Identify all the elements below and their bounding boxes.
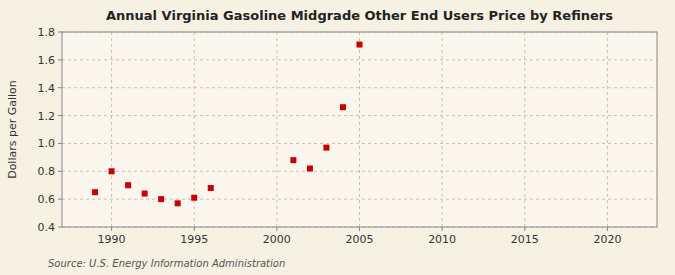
y-tick-label: 1.6 bbox=[38, 54, 56, 67]
grid bbox=[62, 32, 657, 227]
y-tick-label: 1.4 bbox=[38, 82, 56, 95]
y-tick-label: 0.6 bbox=[38, 193, 56, 206]
x-tick bbox=[111, 227, 112, 231]
y-tick bbox=[58, 227, 62, 228]
point bbox=[208, 185, 214, 191]
point bbox=[340, 104, 346, 110]
x-tick bbox=[524, 227, 525, 231]
point bbox=[307, 166, 313, 172]
x-tick-label: 1995 bbox=[180, 233, 208, 246]
y-tick bbox=[58, 199, 62, 200]
plot-area bbox=[62, 32, 657, 227]
point bbox=[191, 195, 197, 201]
y-grid-line bbox=[62, 199, 657, 200]
y-tick bbox=[58, 32, 62, 33]
y-axis-label: Dollars per Gallon bbox=[6, 80, 19, 179]
y-tick-label: 0.8 bbox=[38, 165, 56, 178]
point bbox=[323, 145, 329, 151]
point bbox=[357, 42, 363, 48]
point bbox=[158, 196, 164, 202]
y-tick bbox=[58, 87, 62, 88]
chart: 1990 1995 2000 2005 2010 2015 2020 0.4 0.6 0.8 1.0… bbox=[0, 0, 675, 275]
x-grid-line bbox=[359, 32, 360, 227]
point bbox=[125, 182, 131, 188]
x-grid-line bbox=[524, 32, 525, 227]
x-tick-label: 2020 bbox=[593, 233, 621, 246]
y-tick bbox=[58, 171, 62, 172]
y-grid-line bbox=[62, 59, 657, 60]
y-tick-label: 1.2 bbox=[38, 110, 56, 123]
y-tick-label: 1.8 bbox=[38, 26, 56, 39]
points bbox=[92, 42, 362, 207]
y-tick-label: 0.4 bbox=[38, 221, 56, 234]
y-grid-line bbox=[62, 171, 657, 172]
x-tick bbox=[194, 227, 195, 231]
point bbox=[142, 191, 148, 197]
point bbox=[109, 168, 115, 174]
x-grid-line bbox=[111, 32, 112, 227]
point bbox=[290, 157, 296, 163]
x-grid-line bbox=[607, 32, 608, 227]
x-tick-label: 2015 bbox=[511, 233, 539, 246]
y-grid-line bbox=[62, 115, 657, 116]
y-tick bbox=[58, 143, 62, 144]
axes: 1990 1995 2000 2005 2010 2015 2020 0.4 0.6 0.8 1.0… bbox=[38, 26, 622, 246]
y-grid-line bbox=[62, 143, 657, 144]
x-grid-line bbox=[276, 32, 277, 227]
x-tick-label: 2000 bbox=[263, 233, 291, 246]
x-tick-label: 2005 bbox=[346, 233, 374, 246]
y-tick bbox=[58, 115, 62, 116]
x-tick bbox=[442, 227, 443, 231]
point bbox=[175, 200, 181, 206]
plot-frame bbox=[62, 32, 657, 227]
x-tick bbox=[276, 227, 277, 231]
y-tick-label: 1.0 bbox=[38, 137, 56, 150]
point bbox=[92, 189, 98, 195]
x-tick-label: 1990 bbox=[98, 233, 126, 246]
x-tick-label: 2010 bbox=[428, 233, 456, 246]
y-grid-line bbox=[62, 87, 657, 88]
source-note: Source: U.S. Energy Information Administ… bbox=[48, 258, 285, 269]
x-tick bbox=[607, 227, 608, 231]
title: Annual Virginia Gasoline Midgrade Other … bbox=[106, 8, 613, 23]
x-grid-line bbox=[442, 32, 443, 227]
x-tick bbox=[359, 227, 360, 231]
y-tick bbox=[58, 59, 62, 60]
